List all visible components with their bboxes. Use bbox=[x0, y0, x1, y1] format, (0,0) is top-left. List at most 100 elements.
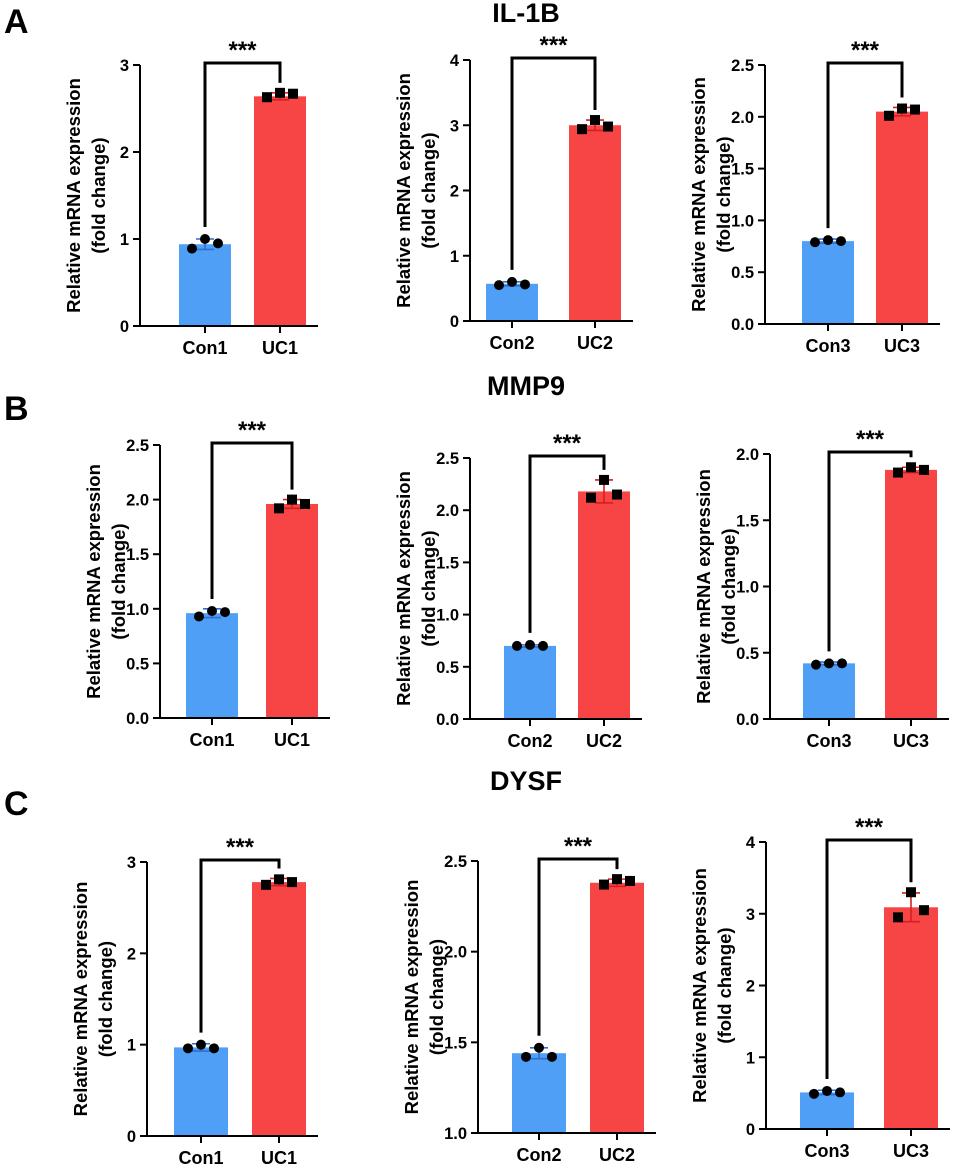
y-axis-label: Relative mRNA expression (fold change) bbox=[689, 868, 735, 1103]
data-point-con2 bbox=[521, 1051, 531, 1062]
chart-a-con2: 0 1 2 3 4 Con2 UC2 Relative mRNA expression (fol… bbox=[393, 32, 633, 353]
chart-c-con2: 1.0 1.5 2.0 2.5 Con2 UC2 Relative mRNA express… bbox=[401, 833, 656, 1165]
x-category-label: Con2 bbox=[517, 1145, 562, 1165]
significance-bracket bbox=[825, 838, 913, 1079]
significance-label: *** bbox=[539, 32, 568, 59]
chart-b-con3: 0.0 0.5 1.0 1.5 2.0 Con3 UC3 Relative mRNA expr… bbox=[693, 426, 949, 751]
gene-title-dysf: DYSF bbox=[490, 766, 562, 796]
data-point-uc2 bbox=[612, 874, 622, 885]
bar-uc2 bbox=[569, 125, 621, 321]
y-tick-label: 0.5 bbox=[731, 264, 754, 282]
y-tick-label: 0.5 bbox=[126, 655, 149, 673]
data-point-uc2 bbox=[586, 492, 596, 503]
x-category-label: UC1 bbox=[274, 730, 310, 750]
y-tick-label: 1.0 bbox=[444, 1125, 467, 1143]
panel-letter-a: A bbox=[4, 3, 29, 41]
bar-uc3 bbox=[876, 111, 928, 325]
data-point-uc1 bbox=[300, 498, 310, 509]
data-point-uc3 bbox=[910, 104, 920, 115]
y-tick-label: 2.0 bbox=[736, 446, 759, 464]
y-tick-label: 1.0 bbox=[731, 212, 754, 230]
bar-con2 bbox=[512, 1053, 566, 1133]
data-point-con2 bbox=[512, 640, 522, 651]
data-point-uc3 bbox=[884, 110, 894, 121]
x-category-label: Con1 bbox=[190, 730, 235, 750]
y-tick-label: 2.5 bbox=[436, 450, 459, 468]
y-tick-label: 1 bbox=[127, 1037, 136, 1055]
y-tick-label: 2.5 bbox=[731, 57, 754, 75]
y-axis-label: Relative mRNA expression (fold change) bbox=[83, 464, 129, 699]
data-point-con1 bbox=[200, 234, 210, 244]
data-point-uc1 bbox=[287, 494, 297, 505]
data-point-con1 bbox=[194, 611, 204, 622]
y-tick-label: 2 bbox=[746, 978, 755, 996]
significance-label: *** bbox=[553, 430, 582, 457]
bar-uc1 bbox=[254, 96, 306, 326]
x-category-label: UC2 bbox=[577, 333, 613, 353]
data-point-uc1 bbox=[261, 879, 271, 890]
y-tick-label: 2.0 bbox=[444, 944, 467, 962]
chart-a-con1: 0 1 2 3 Con1 UC1 Relative mRNA expression (fold… bbox=[63, 37, 318, 358]
significance-label: *** bbox=[856, 426, 885, 453]
bar-con2 bbox=[504, 645, 556, 719]
y-tick-label: 1 bbox=[450, 248, 459, 266]
y-tick-label: 2.5 bbox=[444, 853, 467, 871]
data-point-uc3 bbox=[906, 887, 916, 898]
y-tick-label: 2.0 bbox=[436, 502, 459, 520]
significance-label: *** bbox=[226, 834, 255, 861]
data-point-con3 bbox=[823, 235, 833, 246]
data-point-con3 bbox=[824, 658, 834, 669]
significance-bracket bbox=[510, 56, 597, 270]
data-point-con3 bbox=[811, 659, 821, 670]
data-point-uc1 bbox=[275, 87, 285, 98]
significance-bracket bbox=[203, 61, 282, 227]
y-tick-label: 0 bbox=[120, 318, 129, 336]
data-point-uc1 bbox=[274, 503, 284, 514]
significance-bracket bbox=[537, 857, 619, 1036]
y-tick-label: 0.0 bbox=[731, 316, 754, 334]
y-tick-label: 1.5 bbox=[731, 161, 754, 179]
gene-title-mmp9: MMP9 bbox=[487, 371, 565, 401]
x-category-label: UC1 bbox=[261, 1148, 297, 1168]
bar-uc3 bbox=[885, 469, 937, 719]
data-point-con1 bbox=[187, 243, 197, 254]
x-category-label: UC2 bbox=[586, 731, 622, 751]
y-axis-label: Relative mRNA expression (fold change) bbox=[393, 73, 439, 308]
data-point-uc3 bbox=[893, 467, 903, 478]
x-category-label: Con1 bbox=[179, 1148, 224, 1168]
x-category-label: Con3 bbox=[806, 336, 851, 356]
y-tick-label: 0 bbox=[746, 1121, 755, 1139]
significance-bracket bbox=[528, 454, 606, 633]
chart-c-con3: 0 1 2 3 4 Con3 UC3 Relative mRNA expression (fol… bbox=[689, 814, 950, 1161]
x-category-label: Con3 bbox=[807, 731, 852, 751]
significance-label: *** bbox=[851, 37, 880, 64]
data-point-uc3 bbox=[919, 464, 929, 475]
y-tick-label: 0.0 bbox=[126, 710, 149, 728]
data-point-con1 bbox=[209, 1043, 219, 1054]
data-point-uc1 bbox=[262, 92, 272, 103]
data-point-uc2 bbox=[590, 115, 600, 126]
y-tick-label: 2.5 bbox=[126, 437, 149, 455]
data-point-con2 bbox=[525, 639, 535, 650]
y-tick-label: 4 bbox=[746, 834, 756, 852]
data-point-con2 bbox=[534, 1042, 544, 1053]
y-axis-label: Relative mRNA expression (fold change) bbox=[70, 882, 116, 1117]
data-point-con1 bbox=[220, 607, 230, 618]
bar-uc1 bbox=[266, 503, 318, 718]
significance-bracket bbox=[826, 61, 904, 229]
bar-con3 bbox=[803, 663, 855, 719]
y-tick-label: 3 bbox=[450, 117, 459, 135]
data-point-con2 bbox=[520, 279, 530, 290]
data-point-uc2 bbox=[612, 489, 622, 500]
significance-bracket bbox=[199, 858, 281, 1033]
y-tick-label: 1 bbox=[120, 231, 129, 249]
x-category-label: UC2 bbox=[599, 1145, 635, 1165]
y-tick-label: 1.5 bbox=[444, 1034, 467, 1052]
bar-con1 bbox=[174, 1047, 228, 1136]
significance-label: *** bbox=[855, 814, 884, 841]
significance-label: *** bbox=[238, 417, 267, 444]
data-point-con3 bbox=[822, 1085, 832, 1096]
chart-b-con1: 0.0 0.5 1.0 1.5 2.0 2.5 Con1 UC1 Relative mRNA e… bbox=[83, 417, 330, 750]
data-point-uc2 bbox=[603, 121, 613, 132]
